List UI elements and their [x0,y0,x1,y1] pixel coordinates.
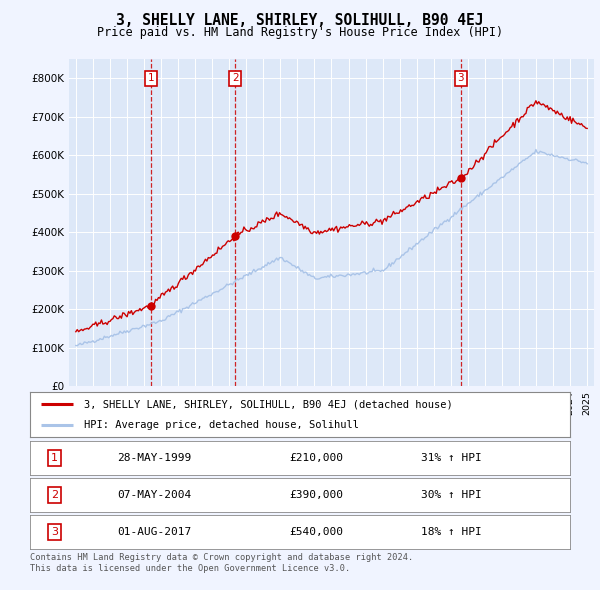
Text: 2: 2 [232,73,239,83]
Text: 3, SHELLY LANE, SHIRLEY, SOLIHULL, B90 4EJ: 3, SHELLY LANE, SHIRLEY, SOLIHULL, B90 4… [116,13,484,28]
Text: Contains HM Land Registry data © Crown copyright and database right 2024.
This d: Contains HM Land Registry data © Crown c… [30,553,413,573]
Text: £540,000: £540,000 [289,527,343,537]
Text: 2: 2 [51,490,58,500]
Text: 07-MAY-2004: 07-MAY-2004 [117,490,191,500]
Text: 1: 1 [51,453,58,463]
Text: 18% ↑ HPI: 18% ↑ HPI [421,527,482,537]
Text: 01-AUG-2017: 01-AUG-2017 [117,527,191,537]
Text: 31% ↑ HPI: 31% ↑ HPI [421,453,482,463]
Text: 3: 3 [457,73,464,83]
Text: 30% ↑ HPI: 30% ↑ HPI [421,490,482,500]
Text: 3: 3 [51,527,58,537]
Text: 3, SHELLY LANE, SHIRLEY, SOLIHULL, B90 4EJ (detached house): 3, SHELLY LANE, SHIRLEY, SOLIHULL, B90 4… [84,399,453,409]
Text: 28-MAY-1999: 28-MAY-1999 [117,453,191,463]
Text: Price paid vs. HM Land Registry's House Price Index (HPI): Price paid vs. HM Land Registry's House … [97,26,503,39]
Text: 1: 1 [148,73,154,83]
Text: £210,000: £210,000 [289,453,343,463]
Text: £390,000: £390,000 [289,490,343,500]
Text: HPI: Average price, detached house, Solihull: HPI: Average price, detached house, Soli… [84,419,359,430]
